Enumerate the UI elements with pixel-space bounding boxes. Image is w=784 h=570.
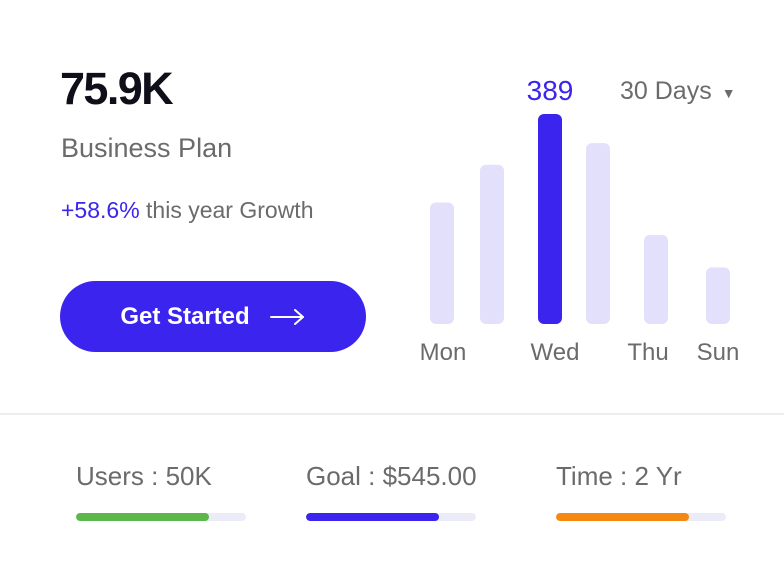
weekly-bar-chart: Mon Wed Thu Sun xyxy=(420,114,740,366)
chart-bar-thu xyxy=(586,143,610,324)
get-started-label: Get Started xyxy=(120,302,250,330)
chart-label-thu: Thu xyxy=(627,339,668,366)
chart-label-mon: Mon xyxy=(420,339,467,366)
chart-highlight-value: 389 xyxy=(526,75,574,106)
time-progress-track xyxy=(556,513,726,521)
growth-summary: +58.6% this year Growth xyxy=(61,196,314,224)
time-stat: Time : 2 Yr xyxy=(556,458,756,521)
chart-label-sun: Sun xyxy=(697,339,740,366)
chart-bar-mon xyxy=(430,202,454,324)
arrow-right-icon xyxy=(269,308,306,325)
growth-percentage: +58.6% xyxy=(61,197,140,223)
chart-bar-wed xyxy=(538,114,562,324)
range-selected-label: 30 Days xyxy=(620,77,712,105)
users-stat-label: Users : 50K xyxy=(76,461,212,491)
get-started-button[interactable]: Get Started xyxy=(60,281,366,352)
plan-name: Business Plan xyxy=(61,133,233,163)
section-divider xyxy=(0,413,784,415)
chart-bar-sat xyxy=(706,267,730,324)
goal-progress-fill xyxy=(306,513,439,521)
users-progress-fill xyxy=(76,513,209,521)
users-stat: Users : 50K xyxy=(76,458,276,521)
chart-bar-tue xyxy=(480,164,504,324)
chart-label-wed: Wed xyxy=(531,339,580,366)
goal-stat-label: Goal : $545.00 xyxy=(306,461,477,491)
range-selector[interactable]: 30 Days ▼ xyxy=(620,76,736,106)
chart-bar-fri xyxy=(644,234,668,324)
time-stat-label: Time : 2 Yr xyxy=(556,461,682,491)
growth-description: this year Growth xyxy=(146,197,314,223)
goal-stat: Goal : $545.00 xyxy=(306,458,506,521)
time-progress-fill xyxy=(556,513,689,521)
users-progress-track xyxy=(76,513,246,521)
total-value: 75.9K xyxy=(60,63,174,114)
caret-down-icon: ▼ xyxy=(721,85,736,101)
goal-progress-track xyxy=(306,513,476,521)
